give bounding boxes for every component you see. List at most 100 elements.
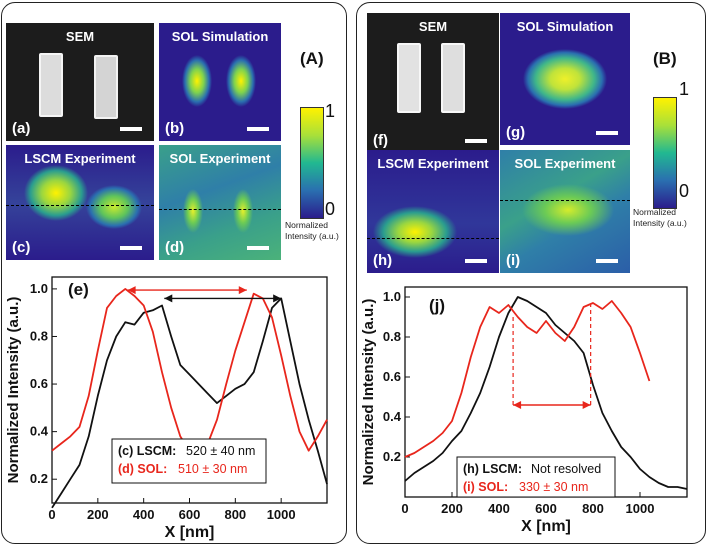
- panel-a-label: (A): [300, 49, 324, 68]
- tile-tag: (h): [373, 252, 393, 269]
- y-tick-label: 0.4: [383, 409, 402, 424]
- tile-tag: (b): [165, 120, 185, 137]
- profile-line: [500, 200, 630, 201]
- sol-simulation-g: SOL Simulation (g): [500, 13, 630, 145]
- sem-rod-right: [441, 43, 465, 113]
- scale-bar: [465, 259, 487, 263]
- distance-arrow-head-left: [513, 401, 522, 409]
- tile-title: SEM: [65, 29, 95, 44]
- scale-bar: [120, 246, 142, 250]
- panel-b-label: (B): [653, 49, 677, 68]
- sem-image-f: SEM (f): [367, 13, 499, 153]
- distance-arrow-head-left: [164, 294, 173, 303]
- tile-tag: (d): [165, 239, 185, 256]
- y-axis-label: Normalized Intensity (a.u.): [5, 297, 22, 484]
- profile-line: [6, 205, 154, 206]
- x-tick-label: 800: [224, 507, 246, 522]
- x-tick-label: 200: [87, 507, 109, 522]
- legend-value: 520 ± 40 nm: [186, 444, 255, 458]
- x-tick-label: 600: [535, 501, 557, 516]
- x-tick-label: 400: [488, 501, 510, 516]
- scale-bar: [247, 246, 269, 250]
- colorbar-min: 0: [679, 181, 690, 201]
- sem-image-a: SEM (a): [6, 23, 154, 141]
- scale-bar: [596, 259, 618, 263]
- legend-box: [456, 456, 616, 498]
- y-tick-label: 1.0: [30, 281, 48, 296]
- colorbar-b: [653, 97, 677, 209]
- x-tick-label: 1000: [267, 507, 296, 522]
- colorbar-max: 1: [325, 101, 336, 121]
- scale-bar: [120, 127, 142, 131]
- x-axis-label: X [nm]: [165, 524, 215, 541]
- distance-arrow-head-right: [238, 286, 247, 295]
- colorbar-max: 1: [679, 79, 690, 99]
- series-line-sol: [404, 300, 651, 458]
- distance-arrow-head-left: [127, 286, 136, 295]
- series-line-sol: [51, 287, 328, 457]
- y-tick-label: 0.2: [383, 449, 401, 464]
- sem-rod-left: [397, 43, 421, 113]
- sol-experiment-i: SOL Experiment (i): [500, 150, 630, 273]
- colorbar-caption: Normalized Intensity (a.u.): [285, 220, 339, 241]
- y-tick-label: 0.2: [30, 471, 48, 486]
- x-tick-label: 400: [133, 507, 155, 522]
- chart-e: 0 200 400 600 800 1000 0.2 0.4 0.6 0.8 1.0 X [nm] No…: [5, 276, 328, 541]
- legend-value: 330 ± 30 nm: [519, 480, 588, 494]
- tile-tag: (g): [506, 124, 526, 141]
- tile-title: LSCM Experiment: [377, 156, 489, 171]
- y-tick-label: 0.8: [383, 329, 401, 344]
- legend-value: 510 ± 30 nm: [178, 462, 247, 476]
- x-axis-label: X [nm]: [521, 518, 571, 535]
- tile-title: SOL Experiment: [169, 151, 271, 166]
- x-tick-label: 1000: [626, 501, 655, 516]
- colorbar-min: 0: [325, 199, 336, 219]
- tile-tag: (c): [12, 239, 31, 256]
- chart-panel-label: (j): [429, 296, 445, 315]
- chart-panel-label: (e): [68, 280, 89, 299]
- panel-a: (A) SEM (a) SOL Simulation (b) LSCM Expe…: [1, 2, 347, 544]
- distance-arrow-head-right: [273, 294, 282, 303]
- colorbar-caption: Normalized Intensity (a.u.): [633, 207, 687, 228]
- profile-line: [367, 238, 499, 239]
- tile-title: SOL Simulation: [171, 29, 269, 44]
- profile-line: [159, 209, 281, 210]
- sol-simulation-b: SOL Simulation (b): [159, 23, 281, 141]
- tile-tag: (f): [373, 132, 388, 149]
- legend-tag: (i) SOL:: [463, 480, 508, 494]
- y-tick-label: 1.0: [383, 289, 401, 304]
- lscm-experiment-c: LSCM Experiment (c): [6, 145, 154, 260]
- scale-bar: [247, 127, 269, 131]
- tile-tag: (a): [12, 120, 31, 137]
- scale-bar: [596, 131, 618, 135]
- x-tick-label: 200: [441, 501, 463, 516]
- x-tick-label: 800: [582, 501, 604, 516]
- y-tick-label: 0.6: [30, 376, 48, 391]
- tile-tag: (i): [506, 252, 521, 269]
- sem-rod-left: [39, 53, 63, 117]
- panel-b: (B) SEM (f) SOL Simulation (g) LSCM Expe…: [356, 2, 706, 544]
- sol-experiment-d: SOL Experiment (d): [159, 145, 281, 260]
- tile-title: SOL Simulation: [516, 19, 614, 34]
- series-line-lscm: [51, 297, 328, 509]
- chart-j: 0 200 400 600 800 1000 0.2 0.4 0.6 0.8 1.0 X [nm] No…: [360, 286, 688, 535]
- scale-bar: [465, 139, 487, 143]
- series-line-lscm: [404, 296, 688, 490]
- tile-title: LSCM Experiment: [24, 151, 136, 166]
- distance-arrow-head-right: [582, 401, 591, 409]
- colorbar-a: [300, 107, 324, 219]
- legend-tag: (h) LSCM:: [463, 462, 522, 476]
- legend-tag: (c) LSCM:: [118, 444, 176, 458]
- legend-value: Not resolved: [531, 462, 601, 476]
- sem-rod-right: [94, 55, 118, 119]
- tile-title: SEM: [418, 19, 448, 34]
- y-tick-label: 0.4: [30, 424, 49, 439]
- y-tick-label: 0.6: [383, 369, 401, 384]
- x-tick-label: 0: [401, 501, 408, 516]
- lscm-experiment-h: LSCM Experiment (h): [367, 150, 499, 273]
- x-tick-label: 600: [179, 507, 201, 522]
- tile-title: SOL Experiment: [514, 156, 616, 171]
- y-tick-label: 0.8: [30, 328, 48, 343]
- legend-tag: (d) SOL:: [118, 462, 167, 476]
- y-axis-label: Normalized Intensity (a.u.): [360, 299, 377, 486]
